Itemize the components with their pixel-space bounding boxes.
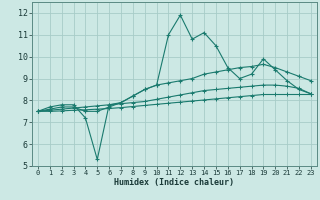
X-axis label: Humidex (Indice chaleur): Humidex (Indice chaleur) [115, 178, 234, 187]
